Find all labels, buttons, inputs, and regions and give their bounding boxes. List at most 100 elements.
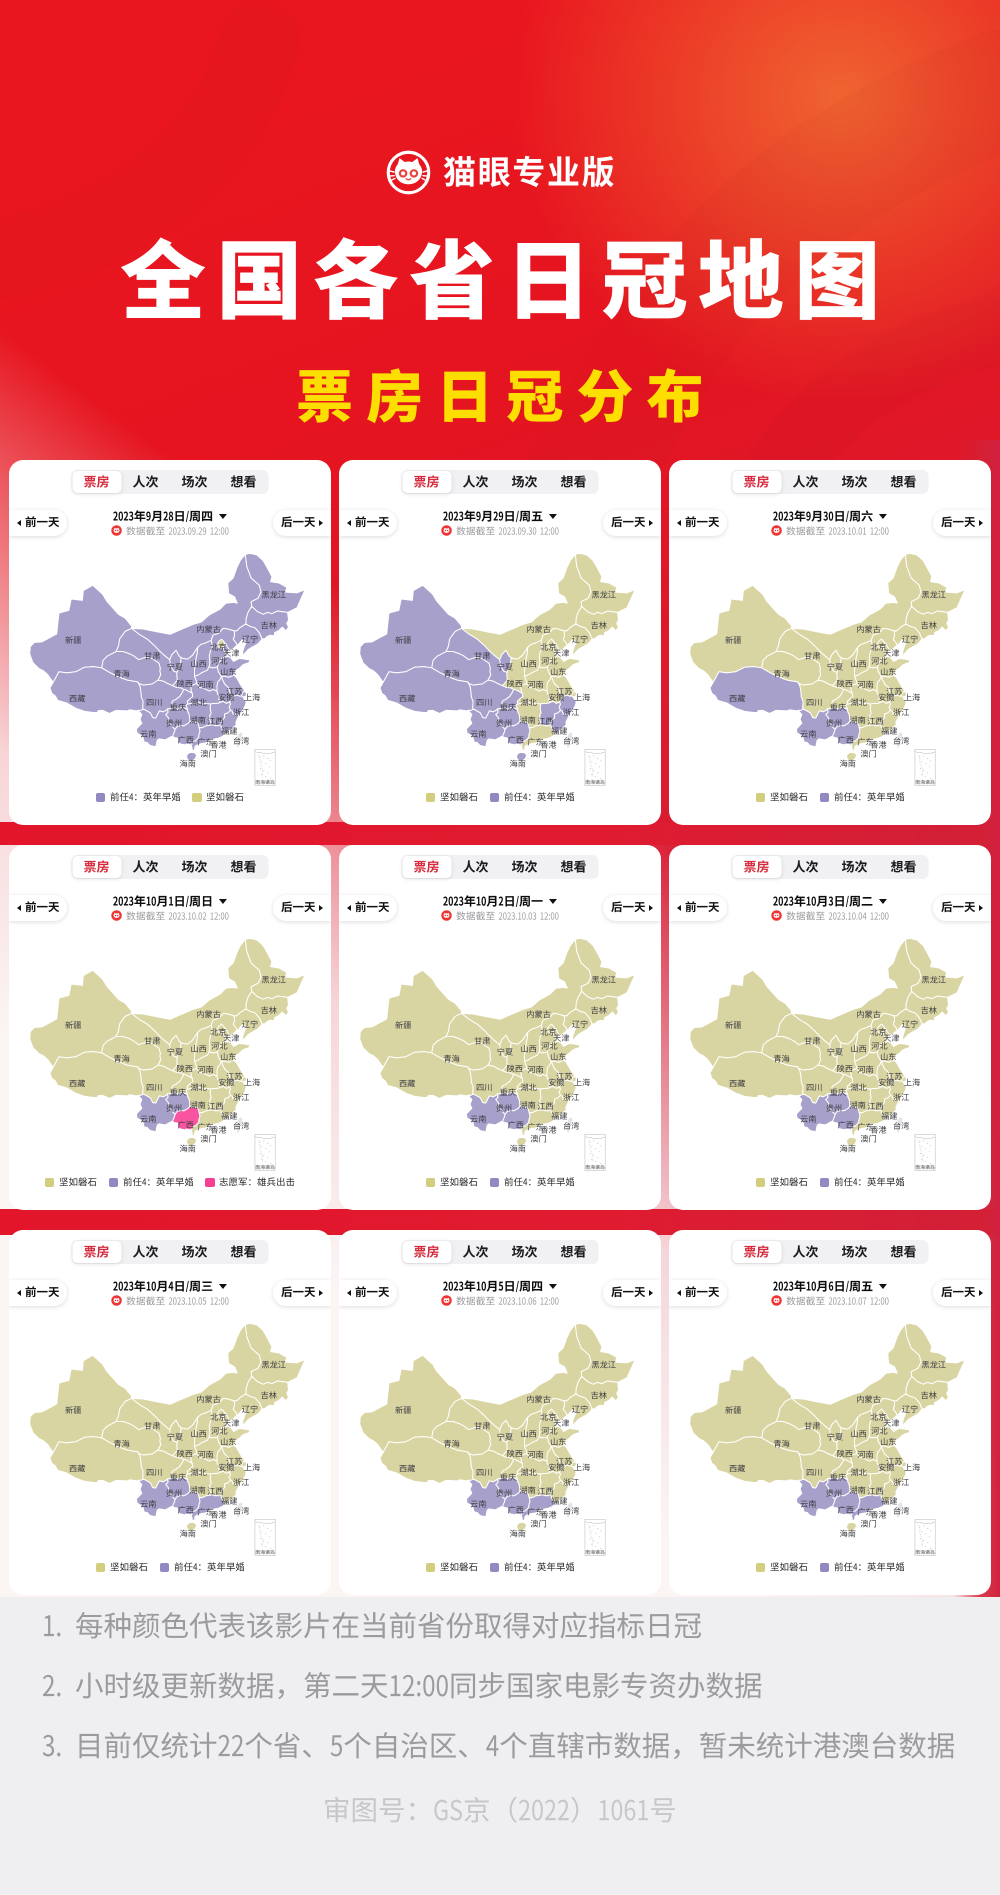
province-heilongjiang[interactable] (244, 937, 305, 1000)
province-hainan[interactable] (516, 1136, 528, 1147)
tab-screenings[interactable]: 场次 (170, 471, 219, 493)
province-heilongjiang[interactable] (244, 552, 305, 615)
prev-day-button[interactable]: 前一天 (9, 510, 67, 536)
date-picker[interactable]: 2023年10月4日/周三 (113, 1278, 228, 1294)
date-picker[interactable]: 2023年9月28日/周四 (113, 508, 228, 524)
prev-day-button[interactable]: 前一天 (339, 1280, 397, 1306)
china-choropleth-map[interactable] (9, 1316, 331, 1560)
china-choropleth-map[interactable] (339, 546, 661, 790)
province-qinghai[interactable] (761, 1421, 822, 1456)
china-choropleth-map[interactable] (9, 546, 331, 790)
tab-box-office[interactable]: 票房 (732, 471, 782, 493)
tab-admissions[interactable]: 人次 (121, 1241, 170, 1263)
tab-want-to-see[interactable]: 想看 (549, 856, 598, 878)
tab-want-to-see[interactable]: 想看 (219, 1241, 268, 1263)
tab-screenings[interactable]: 场次 (830, 471, 879, 493)
tab-box-office[interactable]: 票房 (72, 471, 122, 493)
tab-box-office[interactable]: 票房 (72, 1241, 122, 1263)
tab-admissions[interactable]: 人次 (451, 1241, 500, 1263)
next-day-button[interactable]: 后一天 (603, 895, 661, 921)
province-shandong[interactable] (216, 1040, 251, 1063)
province-shandong[interactable] (546, 1040, 581, 1063)
province-heilongjiang[interactable] (574, 552, 635, 615)
province-qinghai[interactable] (761, 651, 822, 686)
prev-day-button[interactable]: 前一天 (669, 510, 727, 536)
province-shandong[interactable] (876, 1425, 911, 1448)
province-shandong[interactable] (546, 655, 581, 678)
province-shanghai[interactable] (901, 1460, 907, 1468)
province-ningxia[interactable] (499, 649, 512, 673)
province-shanghai[interactable] (241, 690, 247, 698)
tab-admissions[interactable]: 人次 (121, 471, 170, 493)
province-liaoning[interactable] (562, 1008, 593, 1042)
date-picker[interactable]: 2023年10月6日/周五 (773, 1278, 888, 1294)
province-qinghai[interactable] (761, 1036, 822, 1071)
province-shanghai[interactable] (901, 1075, 907, 1083)
province-liaoning[interactable] (232, 1393, 263, 1427)
china-choropleth-map[interactable] (339, 1316, 661, 1560)
china-choropleth-map[interactable] (669, 546, 991, 790)
date-picker[interactable]: 2023年9月30日/周六 (773, 508, 888, 524)
tab-want-to-see[interactable]: 想看 (879, 471, 928, 493)
province-hainan[interactable] (516, 1521, 528, 1532)
province-liaoning[interactable] (892, 1008, 923, 1042)
province-ningxia[interactable] (829, 1034, 842, 1058)
province-liaoning[interactable] (232, 623, 263, 657)
province-shanghai[interactable] (901, 690, 907, 698)
province-qinghai[interactable] (101, 1421, 162, 1456)
tab-screenings[interactable]: 场次 (170, 1241, 219, 1263)
tab-admissions[interactable]: 人次 (451, 856, 500, 878)
province-heilongjiang[interactable] (574, 937, 635, 1000)
province-ningxia[interactable] (169, 649, 182, 673)
tab-admissions[interactable]: 人次 (781, 856, 830, 878)
tab-admissions[interactable]: 人次 (451, 471, 500, 493)
tab-want-to-see[interactable]: 想看 (879, 856, 928, 878)
china-choropleth-map[interactable] (339, 931, 661, 1175)
next-day-button[interactable]: 后一天 (933, 510, 991, 536)
province-liaoning[interactable] (562, 1393, 593, 1427)
prev-day-button[interactable]: 前一天 (9, 895, 67, 921)
tab-box-office[interactable]: 票房 (72, 856, 122, 878)
tab-admissions[interactable]: 人次 (781, 1241, 830, 1263)
province-shanghai[interactable] (571, 690, 577, 698)
tab-screenings[interactable]: 场次 (170, 856, 219, 878)
next-day-button[interactable]: 后一天 (603, 510, 661, 536)
next-day-button[interactable]: 后一天 (273, 895, 331, 921)
next-day-button[interactable]: 后一天 (603, 1280, 661, 1306)
china-choropleth-map[interactable] (669, 931, 991, 1175)
province-heilongjiang[interactable] (244, 1322, 305, 1385)
province-heilongjiang[interactable] (904, 552, 965, 615)
province-hainan[interactable] (846, 751, 858, 762)
date-picker[interactable]: 2023年10月1日/周日 (113, 893, 228, 909)
tab-want-to-see[interactable]: 想看 (219, 856, 268, 878)
tab-box-office[interactable]: 票房 (732, 1241, 782, 1263)
province-heilongjiang[interactable] (904, 1322, 965, 1385)
province-hainan[interactable] (186, 1136, 198, 1147)
tab-screenings[interactable]: 场次 (830, 1241, 879, 1263)
province-heilongjiang[interactable] (904, 937, 965, 1000)
tab-screenings[interactable]: 场次 (500, 1241, 549, 1263)
tab-screenings[interactable]: 场次 (500, 856, 549, 878)
province-liaoning[interactable] (892, 1393, 923, 1427)
tab-want-to-see[interactable]: 想看 (549, 471, 598, 493)
next-day-button[interactable]: 后一天 (933, 895, 991, 921)
prev-day-button[interactable]: 前一天 (669, 1280, 727, 1306)
next-day-button[interactable]: 后一天 (273, 510, 331, 536)
province-shanghai[interactable] (241, 1460, 247, 1468)
province-shandong[interactable] (216, 655, 251, 678)
china-choropleth-map[interactable] (9, 931, 331, 1175)
province-qinghai[interactable] (431, 651, 492, 686)
province-hainan[interactable] (516, 751, 528, 762)
province-ningxia[interactable] (499, 1034, 512, 1058)
date-picker[interactable]: 2023年10月3日/周二 (773, 893, 888, 909)
province-hainan[interactable] (186, 751, 198, 762)
next-day-button[interactable]: 后一天 (933, 1280, 991, 1306)
china-choropleth-map[interactable] (669, 1316, 991, 1560)
date-picker[interactable]: 2023年9月29日/周五 (443, 508, 558, 524)
province-liaoning[interactable] (562, 623, 593, 657)
province-shandong[interactable] (876, 1040, 911, 1063)
prev-day-button[interactable]: 前一天 (339, 510, 397, 536)
prev-day-button[interactable]: 前一天 (669, 895, 727, 921)
province-qinghai[interactable] (431, 1421, 492, 1456)
province-hainan[interactable] (186, 1521, 198, 1532)
